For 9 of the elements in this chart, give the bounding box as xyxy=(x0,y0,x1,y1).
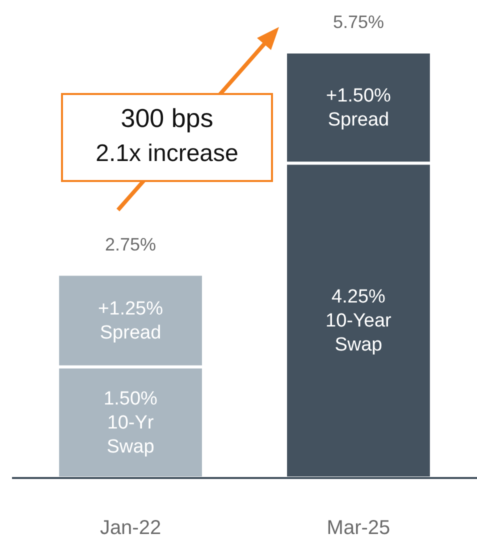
x-tick-label: Jan-22 xyxy=(100,517,162,539)
total-label: 5.75% xyxy=(332,12,384,32)
data-label: +1.50% Spread xyxy=(326,85,392,130)
data-label: 4.25% 10-Year Swap xyxy=(326,286,392,356)
data-label: 1.50% 10-Yr Swap xyxy=(104,388,158,457)
data-label: +1.25% Spread xyxy=(98,298,164,344)
x-tick-label: Mar-25 xyxy=(326,517,390,539)
total-label: 2.75% xyxy=(105,234,156,254)
annotation: 300 bps 2.1x increase xyxy=(96,103,238,167)
